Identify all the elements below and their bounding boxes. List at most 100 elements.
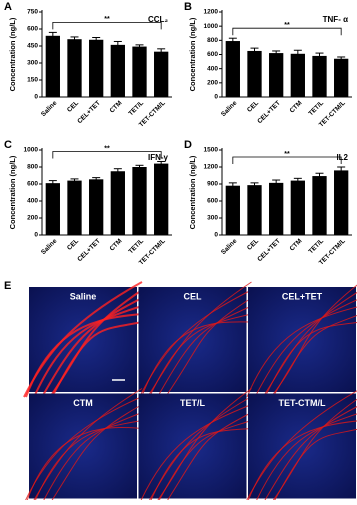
y-tick-label: 0 (214, 94, 218, 101)
bar (334, 58, 349, 97)
significance-bracket (52, 22, 162, 30)
y-tick-label: 1200 (204, 9, 219, 16)
micrograph: TET-CTM/L (244, 390, 357, 504)
bar (67, 180, 82, 235)
y-tick-label: 400 (207, 65, 218, 72)
y-tick-label: 150 (27, 77, 38, 84)
bar (269, 53, 284, 97)
panel-label: D (184, 139, 192, 151)
panel-label: A (4, 1, 12, 13)
y-tick-label: 900 (207, 181, 218, 188)
fiber (41, 297, 143, 398)
fiber (246, 306, 357, 398)
panel-label: B (184, 1, 192, 13)
bar (110, 171, 125, 235)
y-tick-label: 1200 (204, 164, 219, 171)
bar (45, 35, 60, 97)
y-tick-label: 1000 (24, 147, 39, 154)
bar-chart: A Concentration (ng/L) 0 150 300 450 600 750 Sal… (4, 1, 172, 129)
bar-chart: B Concentration (ng/L) 0 200 400 600 800 1000 12… (184, 1, 352, 129)
fiber (139, 404, 252, 504)
x-tick-label: Saline (220, 237, 239, 256)
chart-title: TNF- α (323, 15, 348, 24)
y-axis-label: Concentration (ng/L) (188, 155, 197, 229)
y-axis-label: Concentration (ng/L) (188, 17, 197, 91)
fiber (272, 428, 357, 504)
y-tick-label: 600 (27, 26, 38, 33)
bar (89, 179, 104, 235)
y-tick-label: 1000 (204, 23, 219, 30)
x-tick-label: CTM (109, 100, 124, 115)
image-label: CEL (184, 291, 203, 301)
bar (312, 176, 327, 235)
tissue-background (29, 393, 137, 499)
x-tick-label: TET/L (307, 100, 325, 118)
x-tick-label: CEL (246, 100, 260, 114)
y-tick-label: 450 (27, 43, 38, 50)
x-tick-label: CEL (66, 100, 80, 114)
panel-label: E (4, 280, 11, 292)
significance-bracket (52, 151, 162, 159)
y-tick-label: 300 (27, 60, 38, 67)
x-tick-label: Saline (220, 99, 239, 118)
fiber (149, 428, 252, 504)
y-tick-label: 600 (27, 181, 38, 188)
y-tick-label: 600 (207, 51, 218, 58)
panel-label: C (4, 139, 12, 151)
x-tick-label: CEL+TET (256, 238, 282, 264)
bar (45, 183, 60, 235)
chart-title: CCL₂ (148, 15, 168, 24)
y-tick-label: 1500 (204, 147, 219, 154)
image-label: TET/L (180, 398, 205, 408)
bar (132, 167, 147, 235)
y-tick-label: 600 (207, 198, 218, 205)
x-tick-label: Saline (40, 237, 59, 256)
fiber (254, 299, 357, 398)
bar (225, 185, 240, 235)
micrograph: CEL+TET (246, 284, 357, 398)
y-axis-label: Concentration (ng/L) (8, 155, 17, 229)
fiber (272, 314, 357, 398)
significance-label: ** (284, 151, 290, 158)
significance-label: ** (104, 16, 110, 23)
fiber (41, 412, 143, 504)
bar (67, 39, 82, 97)
x-tick-label: CEL (66, 238, 80, 252)
y-tick-label: 0 (34, 232, 38, 239)
fiber (33, 305, 143, 398)
bar (334, 170, 349, 235)
micrograph: Saline (23, 281, 143, 398)
y-tick-label: 300 (207, 215, 218, 222)
fiber (262, 406, 357, 504)
fiber (165, 412, 252, 504)
fiber (149, 313, 252, 398)
y-tick-label: 800 (207, 37, 218, 44)
fiber (25, 426, 143, 504)
image-label: CTM (73, 398, 93, 408)
bar (154, 51, 169, 97)
fiber (264, 322, 357, 398)
fiber (33, 420, 143, 504)
tissue-background (248, 393, 356, 499)
y-tick-label: 750 (27, 9, 38, 16)
image-label: Saline (70, 291, 97, 301)
micrograph: TET/L (138, 388, 252, 504)
x-tick-label: TET/L (307, 238, 325, 256)
bar (290, 180, 305, 235)
image-label: CEL+TET (282, 291, 323, 301)
x-tick-label: CEL+TET (76, 238, 102, 264)
y-tick-label: 800 (27, 164, 38, 171)
significance-bracket (232, 27, 342, 36)
tissue-background (138, 287, 247, 392)
fiber (246, 420, 357, 504)
fiber (157, 420, 252, 504)
fiber (141, 321, 252, 398)
x-tick-label: CTM (289, 238, 304, 253)
y-tick-label: 0 (214, 232, 218, 239)
bar (269, 182, 284, 235)
y-axis-label: Concentration (ng/L) (8, 17, 17, 91)
chart-title: IFN-γ (148, 153, 169, 162)
x-tick-label: CTM (289, 100, 304, 115)
x-tick-label: CEL+TET (76, 100, 102, 126)
